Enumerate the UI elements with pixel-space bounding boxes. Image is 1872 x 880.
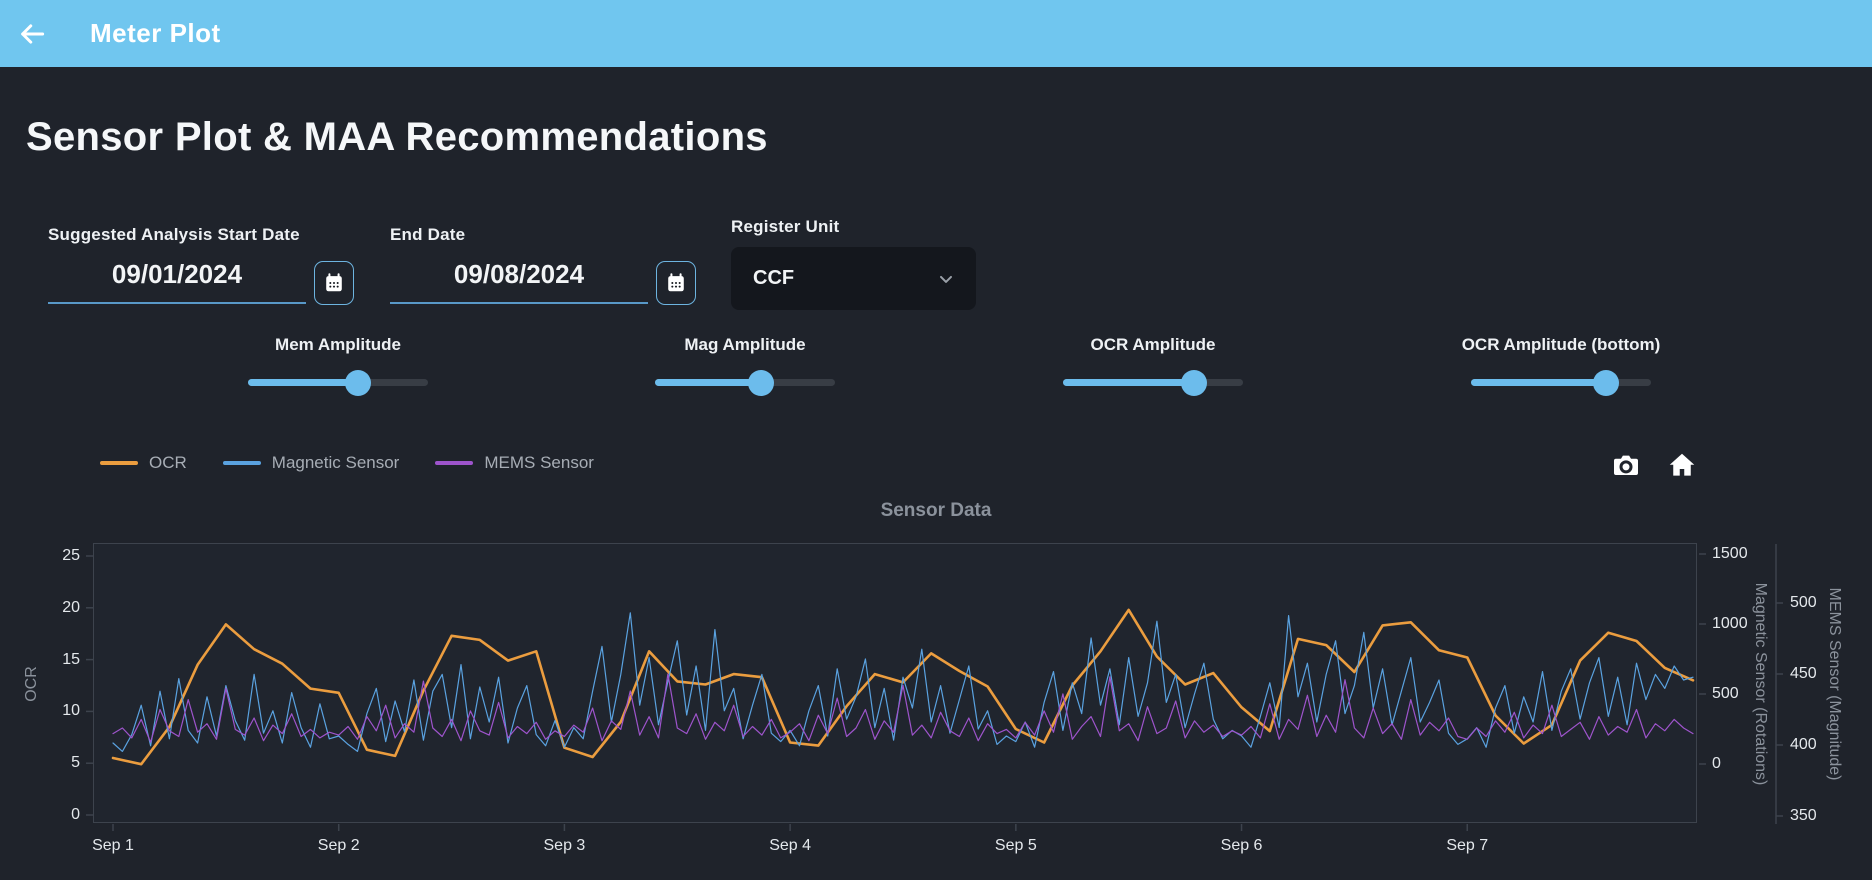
magnetic-line-swatch	[223, 461, 261, 465]
register-unit-select[interactable]: CCF	[731, 247, 976, 310]
register-unit-group: Register Unit CCF	[731, 217, 976, 310]
tick-label: Sep 6	[1221, 837, 1263, 855]
tick-label: 350	[1790, 807, 1817, 825]
mems-line-swatch	[435, 461, 473, 465]
tick-label: 500	[1790, 594, 1817, 612]
home-icon	[1667, 450, 1697, 480]
legend-item-ocr[interactable]: OCR	[100, 453, 187, 473]
calendar-icon	[665, 272, 687, 294]
tick-label: 500	[1712, 685, 1739, 703]
legend-label: MEMS Sensor	[484, 453, 594, 473]
start-date-group: Suggested Analysis Start Date 09/01/2024	[48, 225, 368, 304]
back-button[interactable]	[0, 0, 64, 67]
plot-area[interactable]: OCR Magnetic Sensor (Rotations) MEMS Sen…	[93, 543, 1697, 823]
y-axis-title-magnetic: Magnetic Sensor (Rotations)	[1751, 583, 1769, 786]
tick-label: 400	[1790, 736, 1817, 754]
tick-label: 1000	[1712, 615, 1748, 633]
y-axis-title-ocr: OCR	[23, 666, 41, 702]
ocr-amplitude-bottom-slider-group: OCR Amplitude (bottom)	[1471, 335, 1651, 386]
tick-label: Sep 7	[1446, 837, 1488, 855]
mag-amplitude-label: Mag Amplitude	[684, 335, 805, 355]
chart-legend: OCR Magnetic Sensor MEMS Sensor	[100, 453, 594, 473]
ocr-amplitude-bottom-label: OCR Amplitude (bottom)	[1462, 335, 1661, 355]
app-header: Meter Plot	[0, 0, 1872, 67]
slider-thumb[interactable]	[1593, 370, 1619, 396]
tick-label: Sep 4	[769, 837, 811, 855]
chart-title: Sensor Data	[0, 500, 1872, 522]
end-date-group: End Date 09/08/2024	[390, 225, 710, 304]
ocr-amplitude-bottom-slider[interactable]	[1471, 379, 1651, 386]
series-line-mems-sensor	[113, 674, 1693, 742]
legend-label: Magnetic Sensor	[272, 453, 400, 473]
legend-label: OCR	[149, 453, 187, 473]
slider-fill	[1471, 379, 1606, 386]
ocr-amplitude-label: OCR Amplitude	[1091, 335, 1216, 355]
tick-label: 0	[1712, 755, 1721, 773]
tick-label: 0	[71, 806, 80, 824]
mem-amplitude-label: Mem Amplitude	[275, 335, 401, 355]
chevron-down-icon	[936, 269, 956, 289]
tick-label: 10	[62, 702, 80, 720]
tick-label: Sep 1	[92, 837, 134, 855]
arrow-left-icon	[17, 19, 47, 49]
plot-canvas[interactable]	[94, 544, 1698, 824]
slider-fill	[655, 379, 761, 386]
tick-label: 20	[62, 599, 80, 617]
ocr-amplitude-slider[interactable]	[1063, 379, 1243, 386]
mem-amplitude-slider[interactable]	[248, 379, 428, 386]
mag-amplitude-slider[interactable]	[655, 379, 835, 386]
tick-label: Sep 3	[544, 837, 586, 855]
sensor-chart: OCR Magnetic Sensor MEMS Sensor	[0, 440, 1872, 880]
tick-label: 5	[71, 754, 80, 772]
slider-fill	[248, 379, 358, 386]
calendar-icon	[323, 272, 345, 294]
end-date-label: End Date	[390, 225, 710, 245]
start-date-calendar-button[interactable]	[314, 261, 354, 305]
slider-thumb[interactable]	[748, 370, 774, 396]
content: Sensor Plot & MAA Recommendations Sugges…	[0, 67, 1872, 880]
end-date-calendar-button[interactable]	[656, 261, 696, 305]
slider-thumb[interactable]	[1181, 370, 1207, 396]
tick-label: 450	[1790, 665, 1817, 683]
page-title: Sensor Plot & MAA Recommendations	[26, 115, 768, 160]
reset-axes-button[interactable]	[1662, 446, 1702, 484]
register-unit-label: Register Unit	[731, 217, 976, 237]
tick-label: 15	[62, 651, 80, 669]
legend-item-mems-sensor[interactable]: MEMS Sensor	[435, 453, 594, 473]
tick-label: Sep 5	[995, 837, 1037, 855]
ocr-line-swatch	[100, 461, 138, 465]
tick-label: 1500	[1712, 545, 1748, 563]
camera-icon	[1611, 450, 1641, 480]
slider-thumb[interactable]	[345, 370, 371, 396]
register-unit-value: CCF	[753, 267, 794, 290]
y-axis-title-mems: MEMS Sensor (Magnitude)	[1825, 588, 1843, 781]
end-date-input[interactable]: 09/08/2024	[390, 259, 648, 304]
download-plot-button[interactable]	[1606, 446, 1646, 484]
mem-amplitude-slider-group: Mem Amplitude	[248, 335, 428, 386]
app-title: Meter Plot	[90, 18, 221, 49]
tick-label: 25	[62, 547, 80, 565]
start-date-input[interactable]: 09/01/2024	[48, 259, 306, 304]
ocr-amplitude-slider-group: OCR Amplitude	[1063, 335, 1243, 386]
tick-label: Sep 2	[318, 837, 360, 855]
meter-plot-page: Meter Plot Sensor Plot & MAA Recommendat…	[0, 0, 1872, 880]
start-date-label: Suggested Analysis Start Date	[48, 225, 368, 245]
legend-item-magnetic-sensor[interactable]: Magnetic Sensor	[223, 453, 400, 473]
mag-amplitude-slider-group: Mag Amplitude	[655, 335, 835, 386]
slider-fill	[1063, 379, 1194, 386]
